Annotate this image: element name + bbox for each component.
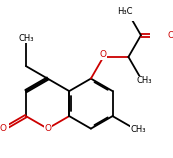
Text: O: O [100, 50, 107, 59]
Text: H₃C: H₃C [117, 7, 133, 16]
Text: CH₃: CH₃ [130, 125, 146, 134]
Text: CH₃: CH₃ [136, 76, 152, 85]
Text: O: O [0, 124, 6, 133]
Text: O: O [168, 31, 173, 40]
Text: O: O [44, 124, 51, 133]
Text: CH₃: CH₃ [18, 34, 34, 43]
